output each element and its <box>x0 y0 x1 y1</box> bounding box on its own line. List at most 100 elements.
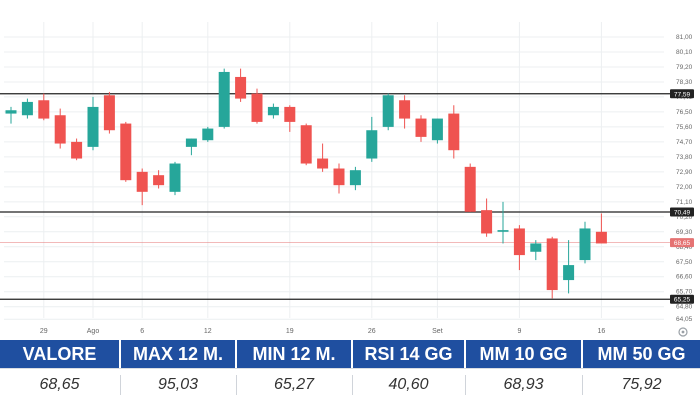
level-label: 65,25 <box>674 297 691 304</box>
candle-down <box>513 228 525 256</box>
header-mm-10gg: MM 10 GG <box>466 340 581 368</box>
candle-up <box>431 118 443 141</box>
candle-down <box>54 115 66 144</box>
x-tick-label: 19 <box>286 328 294 335</box>
divider <box>236 375 237 395</box>
candle-down <box>399 100 411 119</box>
header-min-12m: MIN 12 M. <box>237 340 351 368</box>
y-tick-label: 69,30 <box>676 229 693 236</box>
candle-down <box>38 100 50 119</box>
candle-up <box>218 71 230 127</box>
x-tick-label: 26 <box>368 328 376 335</box>
header-valore: VALORE <box>0 340 119 368</box>
stats-table: VALORE MAX 12 M. MIN 12 M. RSI 14 GG MM … <box>0 340 700 401</box>
y-tick-label: 76,50 <box>676 109 693 116</box>
stats-header-row: VALORE MAX 12 M. MIN 12 M. RSI 14 GG MM … <box>0 340 700 368</box>
y-tick-label: 65,70 <box>676 289 693 296</box>
candlestick-chart: 81,0080,1079,2078,3077,4076,5075,6074,70… <box>0 22 694 337</box>
y-tick-label: 64,80 <box>676 304 693 311</box>
stats-value-row: 68,65 95,03 65,27 40,60 68,93 75,92 <box>0 368 700 401</box>
x-tick-label: 9 <box>517 328 521 335</box>
value-valore: 68,65 <box>39 376 80 393</box>
settings-icon[interactable] <box>678 327 688 337</box>
level-label: 77,59 <box>674 91 691 98</box>
candle-up <box>366 130 378 159</box>
x-tick-label: Set <box>432 328 443 335</box>
level-label-box <box>670 207 694 217</box>
y-tick-label: 73,80 <box>676 154 693 161</box>
candle-down <box>153 175 165 186</box>
candle-down <box>546 238 558 291</box>
candle-up <box>169 163 181 192</box>
candle-down <box>333 168 345 186</box>
y-tick-label: 72,90 <box>676 169 693 176</box>
candle-up <box>21 101 33 116</box>
y-tick-label: 80,10 <box>676 49 693 56</box>
candle-down <box>464 166 476 212</box>
candle-down <box>103 95 115 131</box>
candle-up <box>382 95 394 127</box>
divider <box>352 375 353 395</box>
y-tick-label: 66,60 <box>676 274 693 281</box>
candle-down <box>235 76 247 99</box>
value-mm-10gg: 68,93 <box>503 376 544 393</box>
value-mm-50gg: 75,92 <box>621 376 662 393</box>
x-tick-label: 6 <box>140 328 144 335</box>
level-label-box <box>670 294 694 304</box>
y-tick-label: 64,05 <box>676 316 693 323</box>
candle-up <box>5 110 17 114</box>
candle-down <box>595 231 607 244</box>
candle-down <box>120 123 132 181</box>
candle-down <box>136 171 148 192</box>
level-label: 68,65 <box>674 240 691 247</box>
y-tick-label: 74,70 <box>676 139 693 146</box>
candles <box>5 68 607 299</box>
x-tick-label: Ago <box>87 328 100 335</box>
candle-up <box>185 138 197 147</box>
y-tick-label: 78,30 <box>676 79 693 86</box>
y-tick-label: 71,10 <box>676 199 693 206</box>
candle-down <box>71 141 83 159</box>
candle-down <box>415 118 427 137</box>
y-tick-label: 81,00 <box>676 34 693 41</box>
candle-down <box>284 106 296 122</box>
candle-down <box>251 93 263 122</box>
level-label-box <box>670 89 694 99</box>
y-tick-label: 72,00 <box>676 184 693 191</box>
y-tick-label: 68,40 <box>676 244 693 251</box>
reference-labels: 77,59 70,49 68,65 65,25 <box>670 89 694 304</box>
value-min-12m: 65,27 <box>273 376 315 393</box>
level-label: 70,49 <box>674 209 691 216</box>
candle-up <box>497 230 509 232</box>
y-tick-label: 79,20 <box>676 64 693 71</box>
divider <box>465 375 466 395</box>
header-max-12m: MAX 12 M. <box>121 340 235 368</box>
candle-down <box>448 113 460 151</box>
candle-up <box>349 170 361 186</box>
y-tick-label: 75,60 <box>676 124 693 131</box>
x-tick-label: 12 <box>204 328 212 335</box>
candle-up <box>530 243 542 252</box>
x-tick-label: 29 <box>40 328 48 335</box>
y-axis: 81,0080,1079,2078,3077,4076,5075,6074,70… <box>676 34 693 323</box>
divider <box>120 375 121 395</box>
value-max-12m: 95,03 <box>157 376 199 393</box>
candle-up <box>267 106 279 116</box>
candle-down <box>317 158 329 169</box>
divider <box>582 375 583 395</box>
level-label-box <box>670 238 694 248</box>
y-tick-label: 70,20 <box>676 214 693 221</box>
header-mm-50gg: MM 50 GG <box>583 340 700 368</box>
candle-up <box>87 106 99 147</box>
header-rsi-14gg: RSI 14 GG <box>353 340 464 368</box>
y-tick-label: 67,50 <box>676 259 693 266</box>
x-tick-label: 16 <box>598 328 606 335</box>
candle-down <box>300 125 312 164</box>
candle-up <box>579 228 591 261</box>
candle-up <box>563 265 575 281</box>
value-rsi-14gg: 40,60 <box>388 376 429 393</box>
reference-lines <box>0 93 670 300</box>
x-axis: 29 Ago 6 12 19 26 Set 9 16 <box>40 328 605 335</box>
candle-up <box>202 128 214 141</box>
candle-down <box>481 210 493 234</box>
